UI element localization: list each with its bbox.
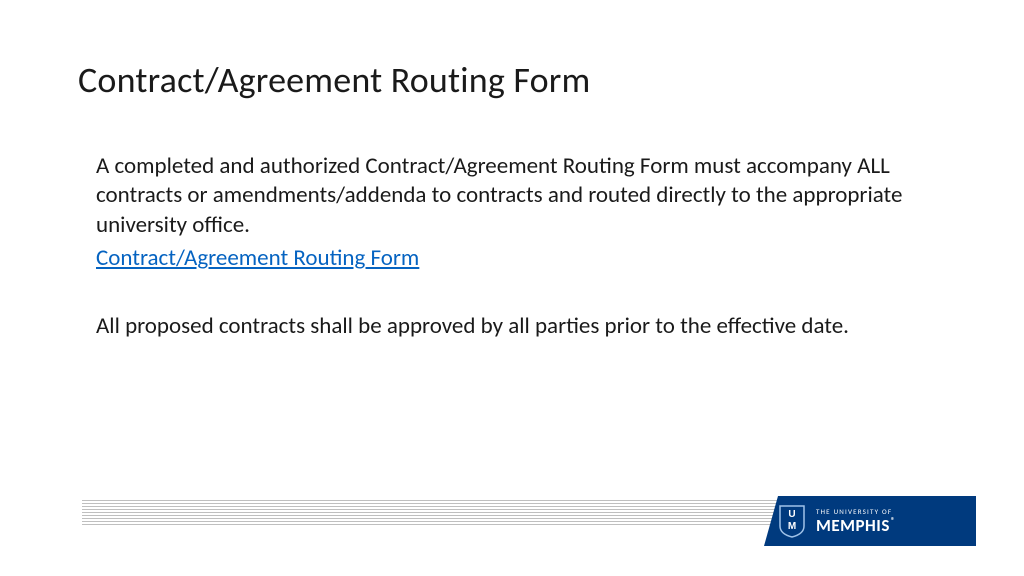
- logo-sup-text: THE UNIVERSITY OF: [816, 508, 895, 515]
- logo-main-text: MEMPHIS®: [816, 517, 895, 534]
- trademark-symbol: ®: [891, 516, 896, 526]
- logo-text: THE UNIVERSITY OF MEMPHIS®: [816, 508, 895, 534]
- university-logo: U M THE UNIVERSITY OF MEMPHIS®: [764, 496, 976, 546]
- routing-form-link[interactable]: Contract/Agreement Routing Form: [96, 244, 419, 273]
- logo-shield-icon: U M: [778, 504, 806, 538]
- svg-text:U: U: [788, 509, 795, 520]
- slide: Contract/Agreement Routing Form A comple…: [0, 0, 1024, 576]
- page-title: Contract/Agreement Routing Form: [78, 58, 591, 102]
- svg-text:M: M: [788, 521, 796, 532]
- paragraph-approval: All proposed contracts shall be approved…: [96, 312, 926, 341]
- body-text: A completed and authorized Contract/Agre…: [96, 152, 926, 341]
- paragraph-intro: A completed and authorized Contract/Agre…: [96, 152, 926, 240]
